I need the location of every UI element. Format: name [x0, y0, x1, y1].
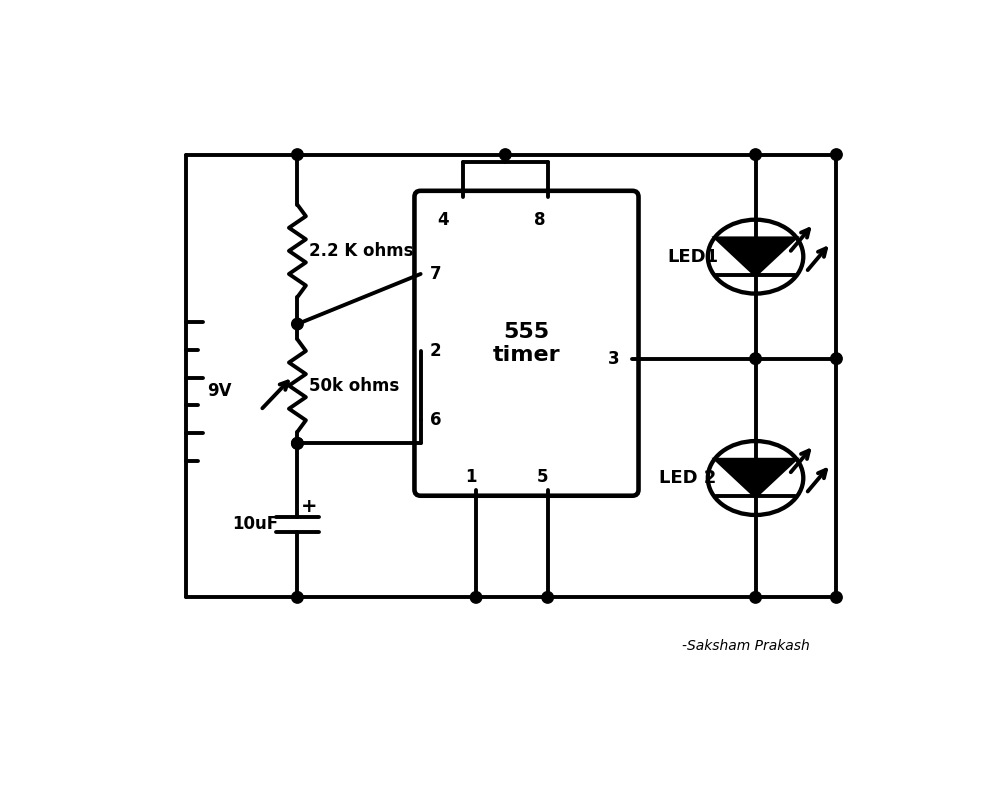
Circle shape: [291, 149, 303, 161]
Circle shape: [291, 592, 303, 603]
Circle shape: [469, 592, 481, 603]
Circle shape: [749, 149, 760, 161]
Text: LED 2: LED 2: [659, 469, 716, 487]
Polygon shape: [716, 238, 794, 275]
Text: 8: 8: [534, 211, 546, 229]
Circle shape: [499, 149, 511, 161]
Text: 3: 3: [607, 350, 619, 368]
Circle shape: [291, 318, 303, 330]
Circle shape: [749, 592, 760, 603]
Text: -Saksham Prakash: -Saksham Prakash: [682, 639, 809, 653]
Text: 9V: 9V: [207, 382, 232, 400]
Circle shape: [829, 353, 842, 364]
Text: 10uF: 10uF: [232, 515, 278, 533]
Circle shape: [291, 437, 303, 449]
Text: 5: 5: [536, 468, 548, 485]
Text: LED1: LED1: [666, 247, 717, 266]
Text: 1: 1: [464, 468, 476, 485]
Text: 6: 6: [429, 411, 441, 429]
Text: 50k ohms: 50k ohms: [309, 377, 399, 395]
Circle shape: [749, 353, 760, 364]
Circle shape: [542, 592, 553, 603]
Text: +: +: [301, 497, 317, 516]
Circle shape: [291, 437, 303, 449]
Text: 2.2 K ohms: 2.2 K ohms: [309, 242, 413, 260]
Text: 4: 4: [437, 211, 448, 229]
Text: 555
timer: 555 timer: [492, 322, 560, 365]
Text: 2: 2: [429, 342, 441, 360]
Circle shape: [829, 592, 842, 603]
Polygon shape: [716, 459, 794, 496]
Circle shape: [829, 149, 842, 161]
Text: 7: 7: [429, 265, 441, 283]
